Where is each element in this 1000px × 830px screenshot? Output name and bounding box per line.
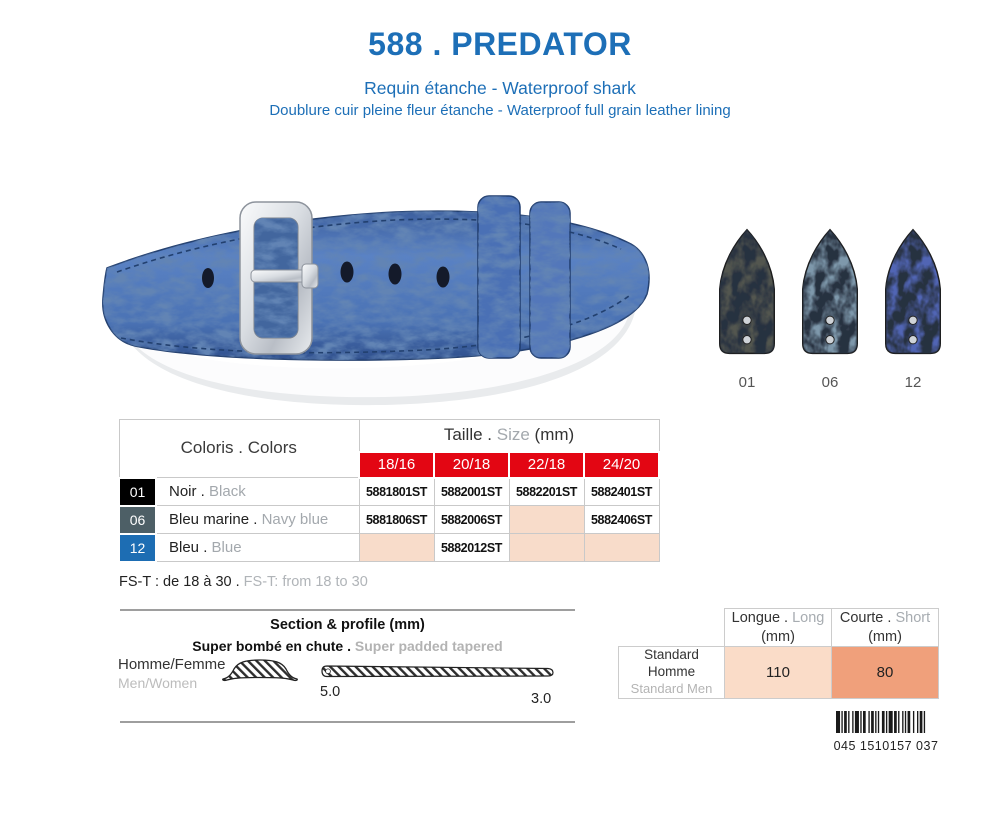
ref-cell: 5882401ST [583, 477, 660, 506]
short-value: 80 [831, 646, 939, 699]
ref-cell-empty [583, 533, 660, 562]
color-name-bleu-marine: Bleu marine . Navy blue [155, 505, 360, 534]
length-table-blank [619, 609, 725, 647]
strap-hole [388, 263, 402, 285]
size-table: Coloris . Colors Taille . Size (mm) 18/1… [118, 419, 661, 563]
fst-note: FS-T : de 18 à 30 . FS-T: from 18 to 30 [119, 574, 368, 590]
gender-label: Homme/Femme Men/Women [118, 656, 226, 691]
color-name-noir: Noir . Black [155, 477, 360, 506]
profile-diagrams [215, 655, 560, 690]
barcode: 045 1510157 037 [830, 711, 942, 753]
ref-cell: 5882406ST [583, 505, 660, 534]
strap-hole [436, 266, 450, 288]
table-row-noir: 01 Noir . Black 5881801ST 5882001ST 5882… [118, 476, 660, 507]
swatch-12: 12 [876, 226, 950, 391]
color-name-bleu: Bleu . Blue [155, 533, 360, 562]
swatch-06: 06 [793, 226, 867, 391]
profile-taper-diagram [321, 665, 554, 678]
page-subtitle-material: Requin étanche - Waterproof shark [364, 78, 636, 98]
table-row-bleu: 12 Bleu . Blue 5882012ST [118, 532, 660, 563]
barcode-bars [836, 711, 926, 733]
ref-cell: 5882006ST [433, 505, 510, 534]
size-col-22-18: 22/18 [508, 450, 586, 479]
swatch-12-label: 12 [904, 374, 922, 391]
swatch-01-image [719, 228, 775, 355]
ref-cell: 5881806ST [358, 505, 435, 534]
color-code-01: 01 [118, 476, 157, 507]
strap-hole [340, 261, 354, 283]
ref-cell: 5882001ST [433, 477, 510, 506]
ref-cell: 5882201ST [508, 477, 585, 506]
short-header: Courte . Short (mm) [831, 608, 939, 647]
coloris-header: Coloris . Colors [118, 419, 360, 478]
ref-cell-empty [508, 505, 585, 534]
page-title: 588 . PREDATOR [368, 26, 632, 62]
long-header: Longue . Long (mm) [724, 608, 832, 647]
page-subtitle-lining: Doublure cuir pleine fleur étanche - Wat… [269, 102, 731, 119]
section-profile-subtitle: Super bombé en chute . Super padded tape… [192, 638, 503, 654]
cross-section-diagram [222, 659, 298, 682]
thickness-start-label: 5.0 [320, 684, 341, 700]
product-photo-strap [95, 150, 665, 417]
color-code-06: 06 [118, 504, 157, 535]
table-row-bleu-marine: 06 Bleu marine . Navy blue 5881806ST 588… [118, 504, 660, 535]
color-swatches: 01 06 12 [710, 226, 950, 391]
swatch-12-image [885, 228, 941, 355]
size-header-row: 18/16 20/18 22/18 24/20 [119, 450, 661, 479]
taille-header: Taille . Size (mm) [358, 419, 660, 452]
thickness-end-label: 3.0 [531, 691, 552, 707]
long-value: 110 [724, 646, 832, 699]
size-col-24-20: 24/20 [583, 450, 661, 479]
strap-keepers [477, 195, 571, 359]
ref-cell: 5881801ST [358, 477, 435, 506]
length-table: Longue . Long (mm) Courte . Short (mm) S… [618, 608, 939, 699]
divider-bottom [120, 721, 575, 723]
size-col-18-16: 18/16 [358, 450, 436, 479]
divider-top [120, 609, 575, 611]
swatch-06-label: 06 [821, 374, 839, 391]
ref-cell-empty [358, 533, 435, 562]
ref-cell-empty [508, 533, 585, 562]
standard-men-label: Standard Homme Standard Men [618, 646, 725, 699]
buckle [239, 201, 319, 355]
strap-hole [202, 268, 214, 288]
swatch-01: 01 [710, 226, 784, 391]
size-col-20-18: 20/18 [433, 450, 511, 479]
color-code-12: 12 [118, 532, 157, 563]
swatch-06-image [802, 228, 858, 355]
section-profile-title: Section & profile (mm) [270, 617, 425, 633]
swatch-01-label: 01 [738, 374, 756, 391]
barcode-number: 045 1510157 037 [833, 739, 939, 753]
ref-cell: 5882012ST [433, 533, 510, 562]
